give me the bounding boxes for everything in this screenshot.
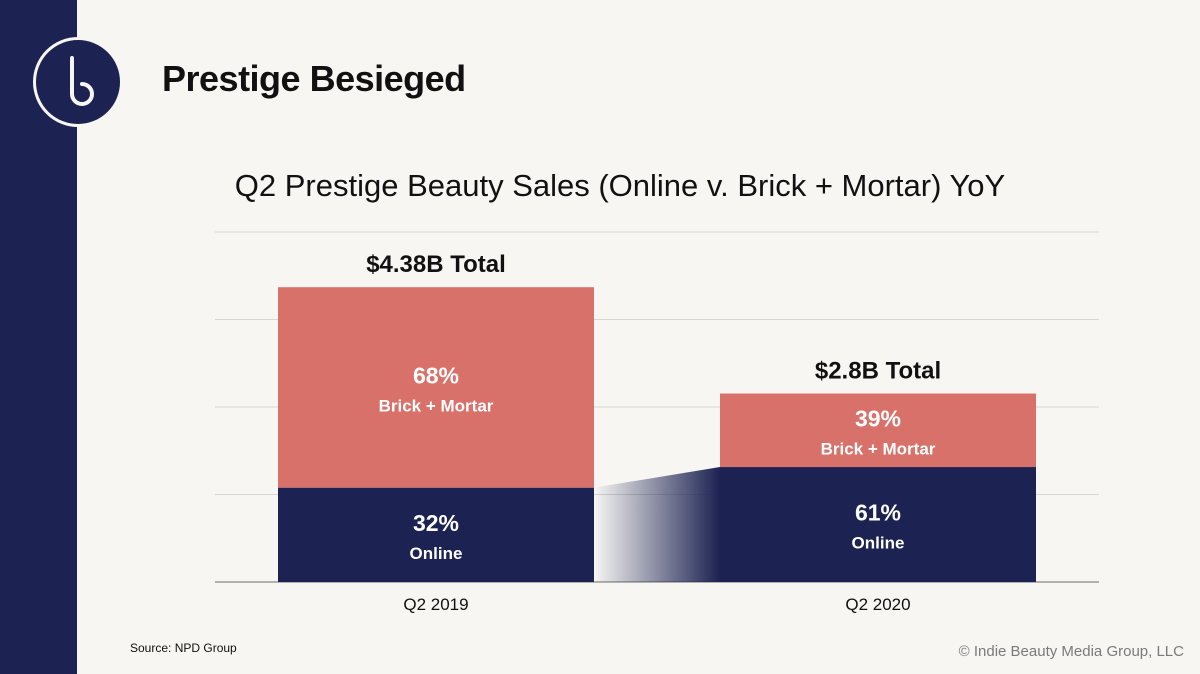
bar-total-label: $2.8B Total (815, 358, 941, 385)
brand-logo (33, 37, 123, 127)
copyright-note: © Indie Beauty Media Group, LLC (958, 643, 1184, 660)
brand-logo-b-icon (70, 56, 94, 106)
bar-brick-mortar-1 (720, 393, 1036, 468)
segment-percent-label: 39% (855, 405, 901, 431)
segment-percent-label: 61% (855, 500, 901, 526)
bar-online-1 (720, 467, 1036, 582)
x-tick-label: Q2 2019 (403, 595, 468, 614)
segment-series-label: Brick + Mortar (821, 439, 936, 458)
x-tick-label: Q2 2020 (845, 595, 910, 614)
bar-total-label: $4.38B Total (366, 251, 506, 278)
segment-series-label: Brick + Mortar (379, 396, 494, 415)
bar-brick-mortar-0 (278, 287, 594, 488)
bar-online-0 (278, 487, 594, 582)
segment-percent-label: 68% (413, 362, 459, 388)
chart-title: Q2 Prestige Beauty Sales (Online v. Bric… (234, 168, 1006, 203)
page-title: Prestige Besieged (162, 58, 466, 99)
segment-percent-label: 32% (413, 510, 459, 536)
source-note: Source: NPD Group (130, 641, 237, 655)
online-shift-connector (594, 467, 720, 582)
segment-series-label: Online (410, 544, 463, 563)
segment-series-label: Online (852, 534, 905, 553)
